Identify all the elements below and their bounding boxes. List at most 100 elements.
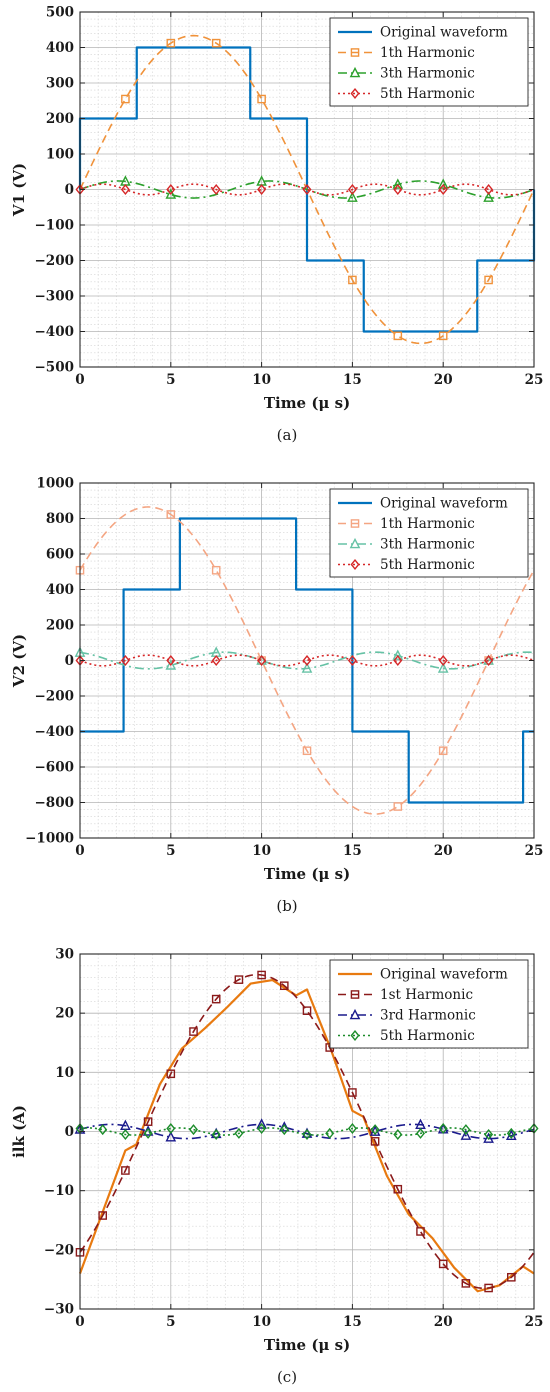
chart-0-ytick-label: −200 [35,253,75,269]
chart-2: 0 5 10 15 20 25 −30 −20 −10 0 10 20 30 Time (μ s) ilk … [10,947,543,1387]
chart-0-series-3th-harmonic-point [347,191,358,202]
chart-2-series-1st-harmonic-point [393,1184,403,1194]
chart-2-caption: (c) [277,1368,297,1386]
chart-0-legend-item-5th-harmonic-marker [350,87,360,100]
chart-2-series-1st-harmonic-point [143,1117,153,1126]
chart-2-xtick-label: 20 [434,1314,453,1330]
chart-0-xtick-label: 25 [525,372,544,388]
chart-2-legend-item-3rd-harmonic-label: 3rd Harmonic [380,1008,476,1024]
chart-1-ytick-label: −1000 [25,831,74,847]
chart-2-xlabel: Time (μ s) [264,1336,350,1354]
chart-1-series-5th-harmonic-point [438,654,448,667]
chart-0-series-1th-harmonic-point [484,275,493,285]
chart-0-ytick-label: −300 [35,289,75,305]
chart-0-series-1th-harmonic-point [257,94,266,104]
chart-0-ytick-label: −500 [35,360,75,376]
chart-1-legend-item-5th-harmonic-label: 5th Harmonic [380,557,475,573]
chart-0-series-1th-harmonic-point [438,331,448,341]
chart-2-legend-item-5th-harmonic-label: 5th Harmonic [380,1028,475,1044]
chart-0-xtick-label: 15 [343,372,362,388]
chart-2-ticks: 0 5 10 15 20 25 −30 −20 −10 0 10 20 30 [44,947,544,1331]
chart-0-legend-item-1th-harmonic-label: 1th Harmonic [380,45,475,61]
chart-2-ytick-label: 20 [55,1006,74,1022]
chart-1-series-1th-harmonic-point [211,565,221,575]
chart-2-ytick-label: 10 [55,1065,74,1081]
chart-1-ytick-label: 600 [46,547,74,563]
chart-1-series-5th-harmonic-point [393,654,403,667]
chart-2-series-5th-harmonic-point [211,1128,221,1141]
chart-2-series-5th-harmonic-line [79,1127,535,1136]
chart-0-legend-item-3th-harmonic-label: 3th Harmonic [380,66,475,82]
chart-1-ytick-label: −200 [35,689,75,705]
chart-2-series-1st-harmonic-point [234,975,244,984]
chart-1-series-5th-harmonic-point [347,654,357,667]
chart-1-series-original-waveform-line [80,517,534,804]
chart-2-ylabel: ilk (A) [10,1105,28,1158]
chart-2-xtick-label: 15 [343,1314,362,1330]
chart-0-xtick-label: 10 [252,372,271,388]
chart-2-series-5th-harmonic-point [506,1127,516,1139]
chart-2-xtick-label: 25 [525,1314,544,1330]
chart-1-ytick-label: −800 [35,795,75,811]
chart-1-series-1th-harmonic-line [79,506,535,815]
chart-2-ytick-label: 0 [65,1124,74,1140]
chart-2-legend-item-3rd-harmonic-marker [349,1008,361,1020]
chart-2-series-5th-harmonic-point [143,1127,153,1139]
chart-0-legend-item-3th-harmonic: 3th Harmonic [338,66,475,82]
chart-0-xlabel: Time (μ s) [264,394,350,412]
chart-2-series-3rd-harmonic-point [165,1131,177,1142]
chart-0-ytick-label: 300 [46,76,74,92]
chart-1-ylabel: V2 (V) [10,634,28,688]
chart-0-series-1th-harmonic-point [121,94,130,104]
chart-2-series-3rd-harmonic-point [256,1118,267,1129]
chart-0-series-5th-harmonic-line [79,183,535,196]
chart-0-series-5th-harmonic-point [393,183,403,196]
chart-2-ytick-label: −10 [44,1183,74,1199]
chart-1-xtick-label: 20 [434,843,453,859]
chart-1-series-3th-harmonic-point [437,662,449,673]
chart-2-series-5th-harmonic-point [257,1122,267,1135]
chart-1-xtick-label: 0 [75,843,84,859]
chart-2-series-5th-harmonic-point [393,1128,403,1141]
chart-2-legend-item-original-waveform-label: Original waveform [380,967,508,983]
chart-2-series-5th-harmonic-point [484,1128,494,1141]
chart-1-xtick-label: 10 [252,843,271,859]
chart-2-xtick-label: 0 [75,1314,84,1330]
chart-1-series [74,506,535,815]
chart-2-series-5th-harmonic-point [98,1124,108,1136]
chart-0-legend-item-3th-harmonic-marker [349,66,361,78]
chart-0-series-3th-harmonic-point [437,178,449,189]
chart-1-xtick-label: 15 [343,843,362,859]
chart-2-xtick-label: 10 [252,1314,271,1330]
chart-0-legend: Original waveform 1th Harmonic 3th Harmoni… [329,17,529,107]
chart-1-ytick-label: 200 [46,618,74,634]
chart-0-series-1th-harmonic-point [211,38,221,48]
chart-1-series-5th-harmonic-point [484,654,494,667]
chart-2-series-5th-harmonic-point [120,1128,130,1141]
chart-2-series-1st-harmonic-point [121,1166,130,1175]
chart-0-ytick-label: 0 [65,182,74,198]
chart-2-legend-item-1st-harmonic-marker [350,990,360,999]
chart-2-series-1st-harmonic-point [166,1069,176,1079]
chart-1-legend-item-3th-harmonic-marker [349,537,361,549]
chart-1-legend-item-original-waveform-label: Original waveform [380,496,508,512]
chart-1-series-3th-harmonic-point [165,659,177,670]
chart-0-ytick-label: 400 [46,40,74,56]
chart-2-series-5th-harmonic-point [325,1127,335,1139]
chart-0-legend-item-original-waveform: Original waveform [338,25,508,41]
chart-1-xtick-label: 25 [525,843,544,859]
chart-0-series-5th-harmonic-point [257,183,267,196]
chart-2-ytick-label: −20 [44,1242,74,1258]
chart-2-series-3rd-harmonic-point [460,1129,472,1140]
chart-0-ytick-label: 500 [46,5,74,21]
chart-0-legend-item-5th-harmonic-label: 5th Harmonic [380,86,475,102]
chart-0-ticks: 0 5 10 15 20 25 −500 −400 −300 −200 −100 0 100 200 300… [35,5,544,389]
chart-2-series-3rd-harmonic-point [483,1132,494,1143]
chart-1-legend: Original waveform 1th Harmonic 3th Harmoni… [329,488,529,578]
chart-0-series-5th-harmonic-point [166,183,176,196]
chart-2-series-original-waveform-line [78,978,535,1293]
chart-2-series-5th-harmonic [75,1122,539,1141]
chart-1-series-5th-harmonic-point [120,654,130,667]
chart-1-ticks: 0 5 10 15 20 25 −1000 −800 −600 −400 −200 0 200 400 60… [25,476,543,860]
chart-0-ylabel: V1 (V) [10,163,28,217]
